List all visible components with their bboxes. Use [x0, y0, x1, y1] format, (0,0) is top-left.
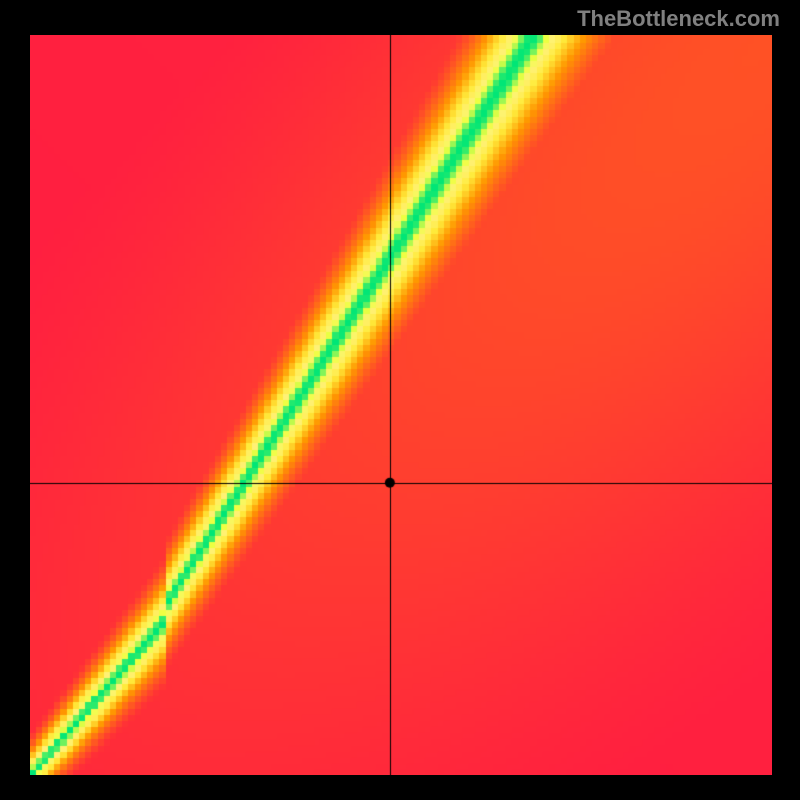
bottleneck-heatmap — [30, 35, 772, 775]
watermark-text: TheBottleneck.com — [577, 6, 780, 32]
chart-container: { "meta": { "watermark_text": "TheBottle… — [0, 0, 800, 800]
